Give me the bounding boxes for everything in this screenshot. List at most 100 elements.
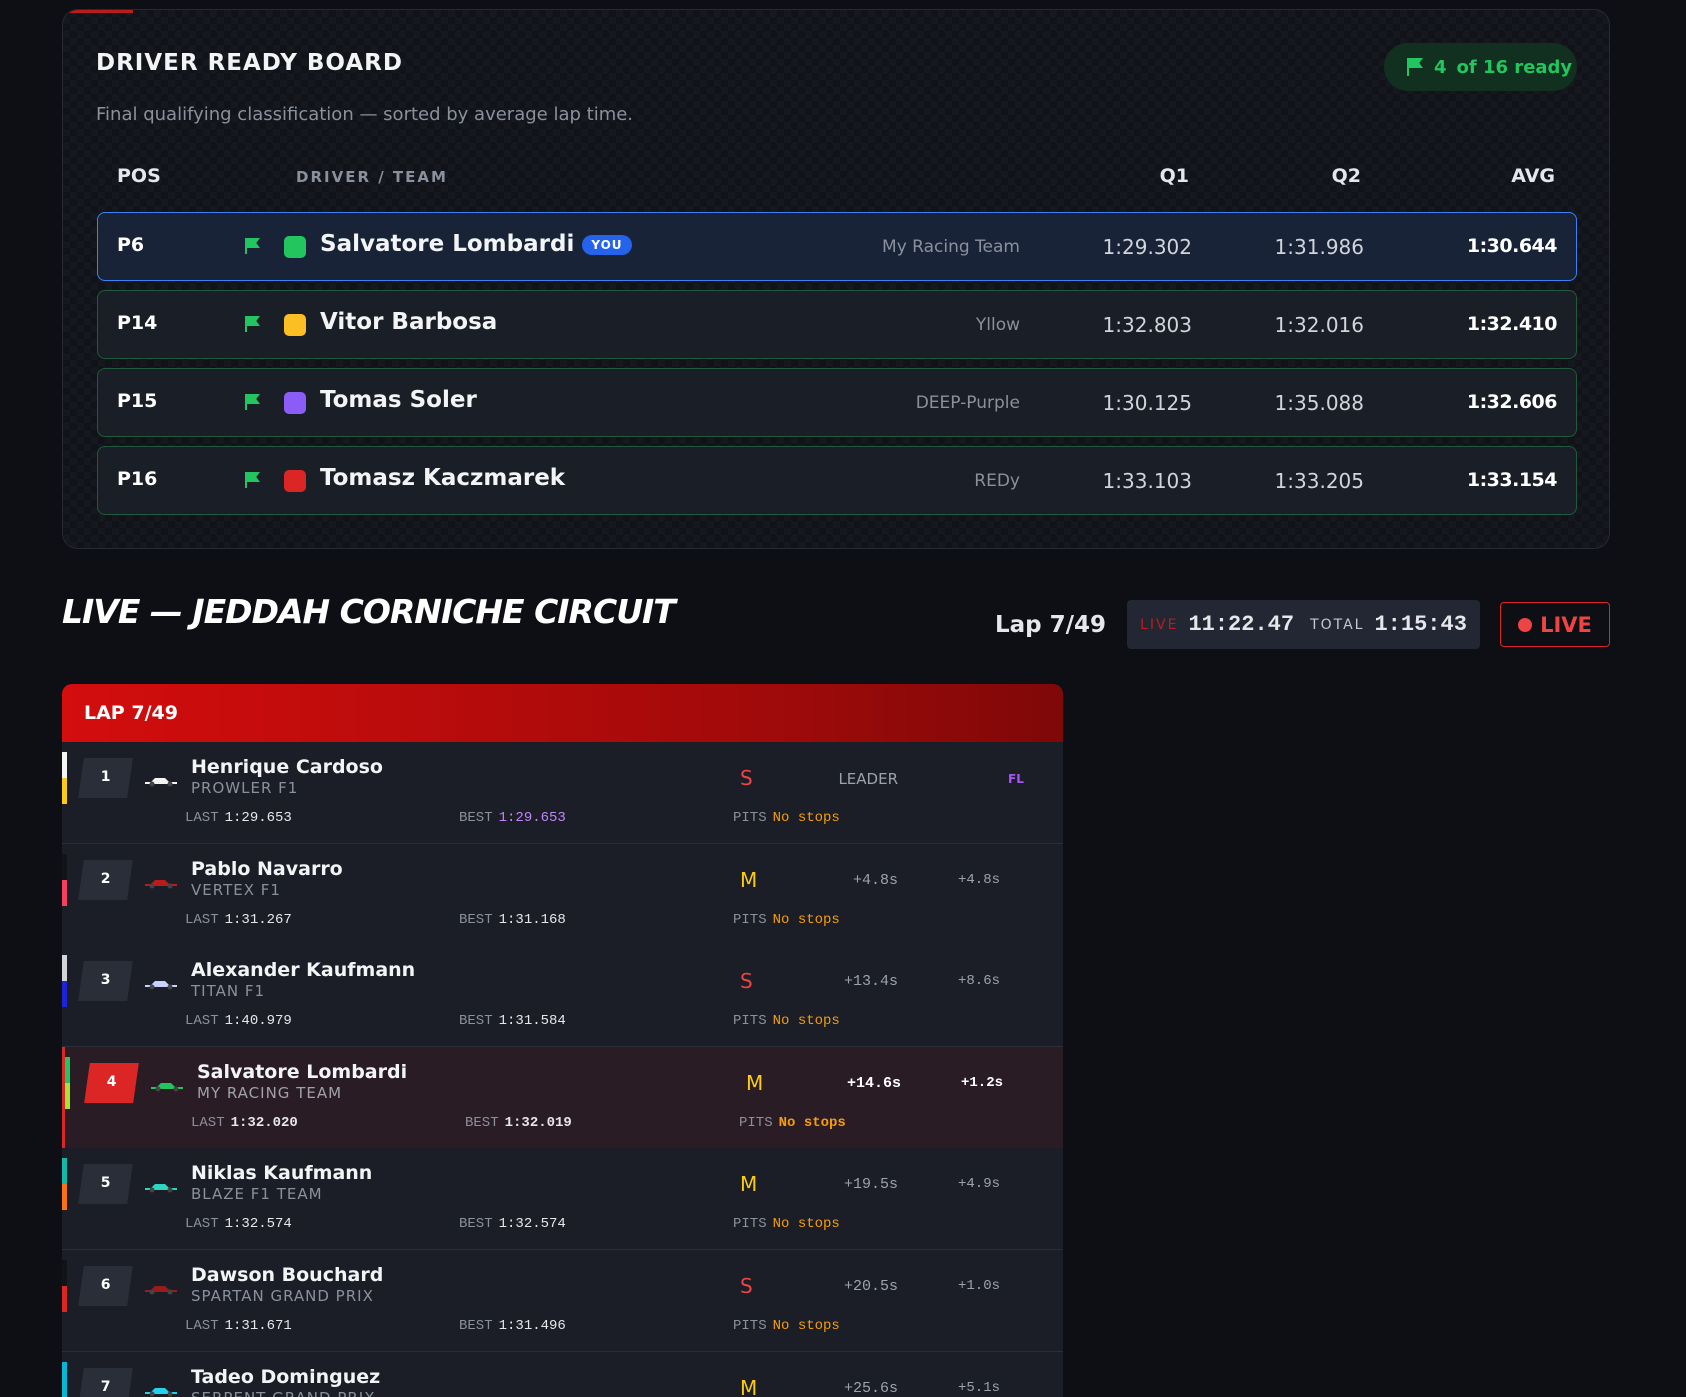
pits-label: PITS [733,1318,767,1334]
gap: +13.4s [843,973,898,991]
best-group: BEST 1:31.496 [459,1318,566,1334]
timing-row: 5 Niklas Kaufmann BLAZE F1 TEAM M +19.5s +4.9… [62,1148,1063,1251]
last-label: LAST [185,1318,219,1334]
car-icon [143,772,179,791]
last-value: 1:40.979 [224,1013,292,1030]
last-value: 1:29.653 [224,810,292,826]
car-icon [143,1178,179,1197]
driver-name: Henrique Cardoso [191,756,383,778]
position: P6 [117,234,145,256]
ready-flag [244,471,260,493]
pits-label: PITS [733,911,767,928]
stripe-bottom [62,981,67,1008]
team-name: SPARTAN GRAND PRIX [191,1287,374,1305]
driver-name: Pablo Navarro [191,857,343,880]
stripe-bottom [62,1286,67,1312]
live-title: LIVE — JEDDAH CORNICHE CIRCUIT [62,592,676,631]
position-box: 7 [78,1367,133,1397]
live-dot [1518,617,1533,632]
stripe-bottom [62,879,67,906]
car-icon [149,1077,185,1096]
flag-icon [1407,58,1423,76]
timing-tower: LAP 7/49 1 Henrique Cardoso PROWLER F1 S LEA… [62,684,1063,1397]
position: P14 [117,312,158,334]
gap: +20.5s [843,1278,898,1295]
driver-name: Tomasz Kaczmarek [320,465,566,491]
last-label: LAST [185,1013,219,1030]
timing-header: LAP 7/49 [62,684,1063,742]
timing-row: 3 Alexander Kaufmann TITAN F1 S +13.4s +8.6s L… [62,945,1063,1048]
team-name: REDy [974,471,1020,491]
driver-name: Salvatore Lombardi [197,1060,408,1083]
team-color [284,470,306,492]
stripe-bottom [62,778,67,804]
pits-label: PITS [733,1216,767,1233]
gap: +19.5s [843,1176,898,1194]
col-avg: AVG [1511,165,1555,187]
pits-group: PITS No stops [733,1013,840,1029]
team-name: DEEP-Purple [915,393,1020,413]
team-name: BLAZE F1 TEAM [191,1185,323,1204]
q1-time: 1:30.125 [1102,391,1192,415]
tyre: S [740,766,753,790]
driver-name: Alexander Kaufmann [191,959,416,982]
best-label: BEST [459,1013,493,1030]
last-value: 1:31.267 [224,911,292,928]
car-icon [143,975,179,994]
last-group: LAST 1:32.020 [191,1115,298,1131]
gap: +25.6s [843,1379,898,1397]
stripe-top [62,1361,67,1388]
last-value: 1:31.671 [224,1318,292,1334]
position: 1 [100,769,111,785]
timing-row: 4 Salvatore Lombardi MY RACING TEAM M +14.6s… [62,1046,1063,1149]
last-value: 1:32.020 [230,1114,298,1131]
position-box: 6 [78,1266,133,1306]
best-group: BEST 1:32.574 [459,1216,566,1232]
last-label: LAST [185,810,219,826]
team-color [284,314,306,336]
stripe-top [62,1158,67,1185]
pits-value: No stops [772,1216,840,1233]
car-icon [143,1382,179,1397]
best-value: 1:29.653 [498,810,566,826]
stripe-bottom [62,1387,67,1397]
timing-row: 1 Henrique Cardoso PROWLER F1 S LEADER FL LAST… [62,742,1063,844]
team-name: Yllow [975,315,1020,335]
live-button[interactable]: LIVE [1500,602,1610,647]
pits-group: PITS No stops [733,810,840,826]
gap: LEADER [838,770,898,788]
tyre: M [740,1375,758,1397]
best-label: BEST [459,911,493,928]
position-box: 1 [78,758,133,798]
col-q2: Q2 [1331,165,1361,187]
car-icon [143,874,179,893]
board-subtitle: Final qualifying classification — sorted… [96,104,634,125]
last-label: LAST [191,1114,225,1131]
board-row: P16 Tomasz Kaczmarek REDy 1:33.103 1:33.205 1… [97,446,1577,515]
q1-time: 1:32.803 [1102,313,1192,337]
ready-flag [244,315,260,337]
q2-time: 1:35.088 [1274,391,1364,415]
last-value: 1:32.574 [224,1216,292,1233]
q2-time: 1:32.016 [1274,313,1364,337]
you-badge: YOU [582,235,632,255]
q2-time: 1:31.986 [1274,235,1364,259]
last-group: LAST 1:40.979 [185,1013,292,1029]
pits-group: PITS No stops [733,912,840,928]
timing-row: 6 Dawson Bouchard SPARTAN GRAND PRIX S +20.5… [62,1250,1063,1352]
last-group: LAST 1:29.653 [185,810,292,826]
position: 5 [100,1175,111,1192]
best-group: BEST 1:29.653 [459,810,566,826]
lap-counter: Lap 7/49 [995,612,1107,638]
position: 6 [100,1277,111,1293]
team-color [284,392,306,414]
pits-value: No stops [778,1114,846,1131]
avg-time: 1:33.154 [1466,469,1558,491]
col-pos: POS [117,165,161,187]
interval: +5.1s [957,1379,1000,1396]
timing-header-text: LAP 7/49 [84,702,178,724]
pits-label: PITS [739,1114,773,1131]
stripe-bottom [62,1184,67,1211]
driver-name: Dawson Bouchard [191,1264,384,1286]
best-value: 1:32.574 [498,1216,566,1233]
